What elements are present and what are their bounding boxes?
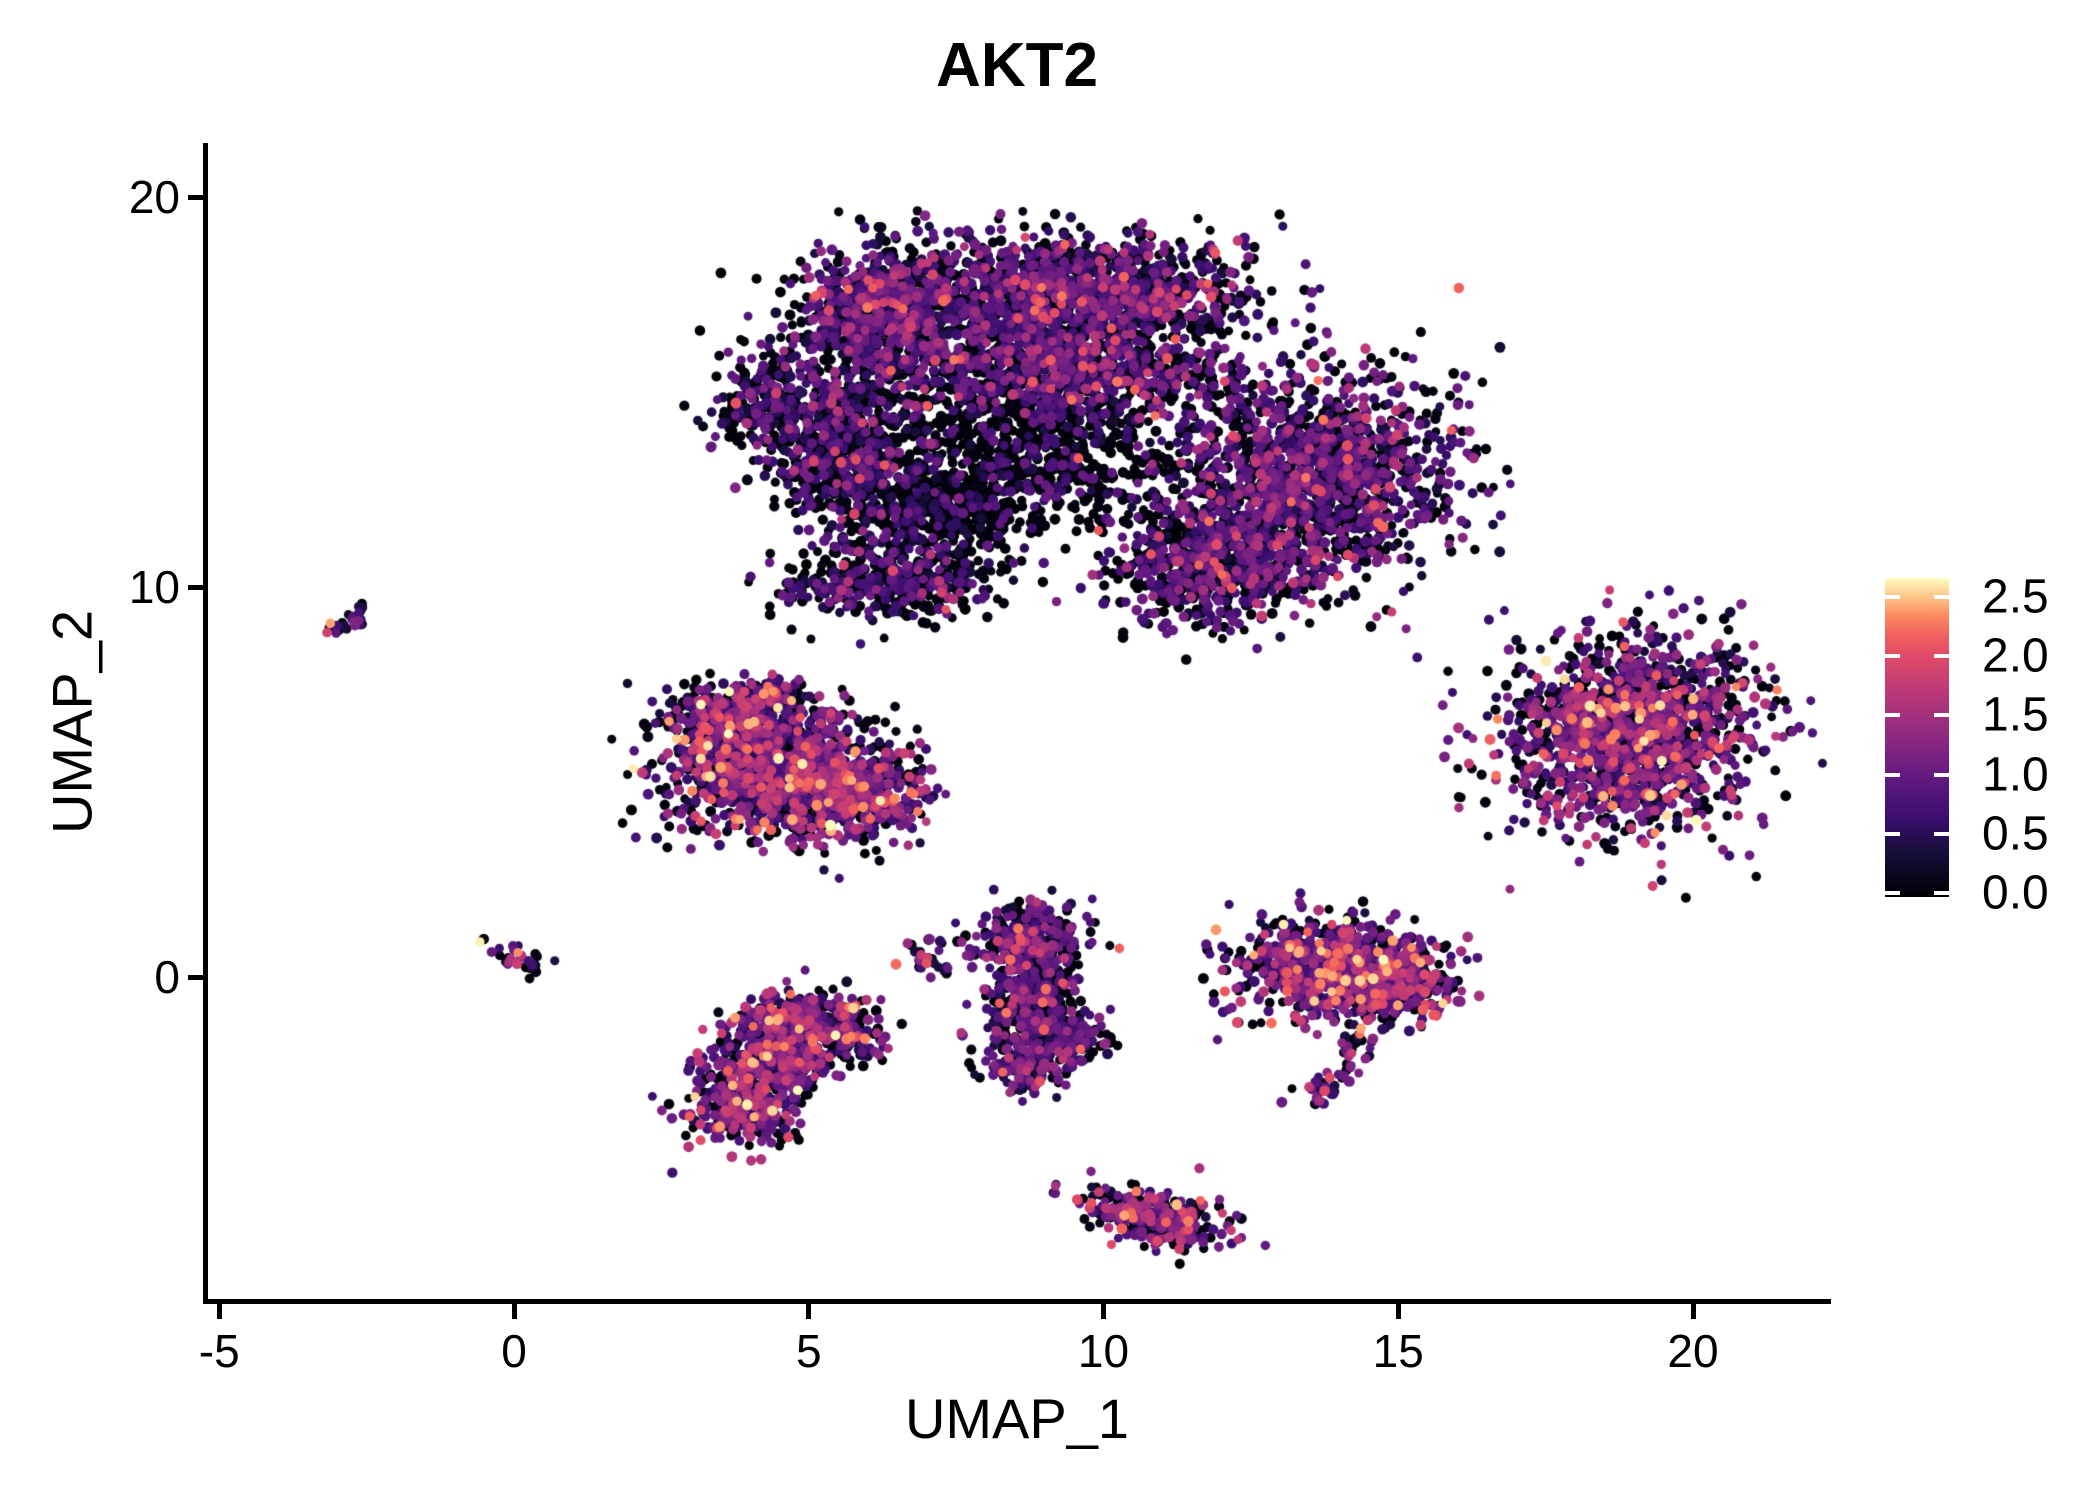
legend-tick-mark [1934,772,1949,777]
x-tick-mark [511,1304,517,1319]
y-tick-label: 0 [154,951,180,1003]
legend-tick-label: 1.0 [1982,748,2049,802]
legend-tick-label: 0.5 [1982,807,2049,861]
legend-tick-label: 2.0 [1982,629,2049,683]
x-tick-label: 10 [1077,1325,1130,1377]
x-tick-mark [1690,1304,1696,1319]
x-tick-label: 5 [795,1325,822,1377]
x-tick-mark [1395,1304,1401,1319]
legend-tick-mark [1934,831,1949,836]
x-axis-label: UMAP_1 [904,1387,1130,1450]
x-axis-line [203,1299,1831,1304]
x-tick-label: -5 [198,1325,240,1377]
legend-tick-mark [1934,713,1949,718]
x-tick-label: 15 [1372,1325,1424,1377]
legend-tick-label: 2.5 [1982,570,2049,624]
y-tick-label: 10 [128,561,180,613]
x-tick-mark [806,1304,812,1319]
legend-tick-mark [1885,595,1900,599]
legend-tick-mark [1934,595,1949,599]
x-tick-mark [1101,1304,1106,1319]
x-tick-label: 0 [501,1325,527,1377]
legend-tick-mark [1934,654,1949,659]
y-axis-label: UMAP_2 [40,609,104,835]
x-tick-label: 20 [1667,1325,1719,1377]
y-tick-mark [188,584,203,590]
legend-tick-mark [1885,891,1900,895]
y-axis-line [203,143,208,1304]
legend-tick-mark [1934,891,1949,895]
legend-tick-mark [1885,831,1900,836]
legend-tick-mark [1885,713,1900,718]
x-tick-mark [216,1304,222,1319]
legend-tick-mark [1885,654,1900,659]
legend-tick-label: 1.5 [1982,688,2049,742]
legend-colorbar [1885,578,1949,897]
y-tick-label: 20 [128,171,180,223]
legend-tick-label: 0.0 [1982,866,2049,920]
y-tick-mark [188,974,203,980]
y-tick-mark [188,194,203,200]
legend-tick-mark [1885,772,1900,777]
